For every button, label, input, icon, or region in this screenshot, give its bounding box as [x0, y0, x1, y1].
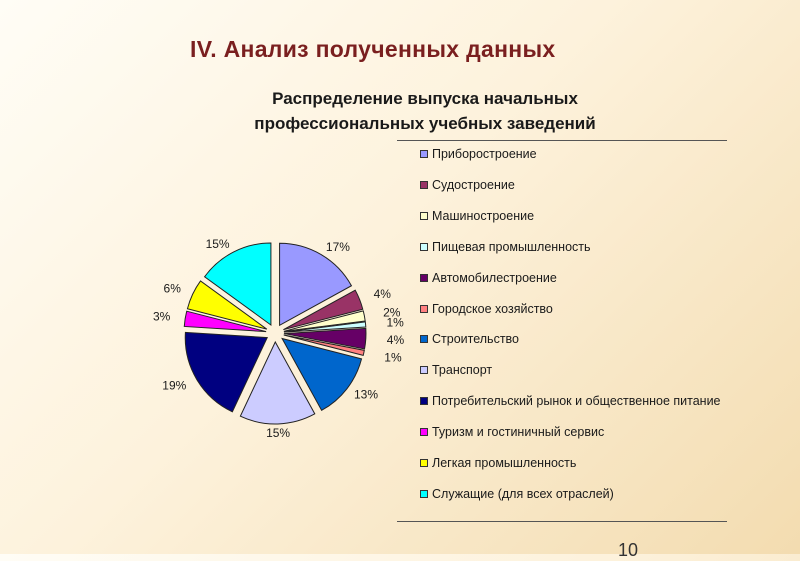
legend-label: Автомобилестроение: [432, 270, 557, 285]
legend-item: Строительство: [420, 332, 721, 347]
legend-label: Потребительский рынок и общественное пит…: [432, 394, 721, 409]
pie-slice: [283, 334, 365, 356]
pie-slice-label: 2%: [383, 305, 401, 319]
pie-slice-label: 15%: [206, 237, 230, 251]
legend-swatch: [420, 180, 428, 189]
slide-title: IV. Анализ полученных данных: [190, 36, 556, 62]
pie-slice: [283, 321, 367, 333]
legend-item: Служащие (для всех отраслей): [420, 486, 721, 501]
pie-slice: [203, 242, 272, 326]
legend-label: Транспорт: [432, 363, 493, 378]
pie-slice: [283, 327, 367, 350]
chart-title: Распределение выпуска начальных професси…: [215, 86, 635, 136]
chart-title-line-2: профессиональных учебных заведений: [254, 114, 596, 133]
pie-slice: [184, 331, 269, 413]
pie-slice-label: 15%: [266, 426, 290, 440]
pie-slice-label: 1%: [387, 316, 405, 330]
legend-item: Городское хозяйство: [420, 301, 721, 316]
legend-swatch: [420, 428, 428, 437]
legend-swatch: [420, 335, 428, 344]
pie-slice-label: 4%: [374, 287, 392, 301]
legend-label: Служащие (для всех отраслей): [432, 486, 614, 501]
legend-item: Приборостроение: [420, 147, 721, 161]
legend-item: Транспорт: [420, 363, 721, 378]
legend-swatch: [420, 489, 428, 498]
legend-swatch: [420, 459, 428, 467]
pie-slice: [281, 337, 363, 412]
pie-slice-label: 19%: [162, 378, 186, 392]
pie-slice-label: 3%: [153, 309, 171, 323]
legend-label: Городское хозяйство: [432, 301, 553, 316]
legend-swatch: [420, 242, 428, 251]
legend-item: Машиностроение: [420, 208, 721, 223]
legend-item: Судостроение: [420, 177, 721, 192]
legend-item: Потребительский рынок и общественное пит…: [420, 394, 721, 409]
pie-slice-label: 6%: [164, 282, 182, 296]
legend-swatch: [420, 397, 428, 406]
pie-slice: [283, 310, 366, 332]
pie-slice-label: 17%: [326, 240, 350, 254]
pie-slice-label: 13%: [354, 387, 378, 401]
pie-slice: [239, 340, 316, 425]
legend-label: Строительство: [432, 332, 519, 347]
pie-slice-label: 1%: [384, 350, 402, 364]
legend-label: Легкая промышленность: [432, 456, 577, 470]
legend-label: Судостроение: [432, 177, 515, 192]
legend-item: Пищевая промышленность: [420, 239, 721, 254]
pie-slice: [183, 310, 267, 333]
legend-item: Туризм и гостиничный сервис: [420, 425, 721, 440]
legend-swatch: [420, 211, 428, 220]
legend-swatch: [420, 273, 428, 282]
pie-slice: [186, 280, 268, 330]
legend-label: Машиностроение: [432, 208, 535, 223]
legend-label: Пищевая промышленность: [432, 239, 591, 254]
pie-slice-label: 4%: [387, 333, 405, 347]
chart-legend: Приборостроение Судостроение Машиностроени…: [397, 140, 727, 522]
pie-slice: [283, 289, 364, 331]
legend-swatch: [420, 366, 428, 375]
page-number: 10: [618, 540, 639, 560]
chart-title-line-1: Распределение выпуска начальных: [272, 89, 578, 108]
legend-item: Легкая промышленность: [420, 456, 721, 470]
pie-slice: [279, 242, 353, 327]
legend-item: Автомобилестроение: [420, 270, 721, 285]
legend-label: Приборостроение: [432, 147, 537, 161]
legend-swatch: [420, 304, 428, 313]
legend-label: Туризм и гостиничный сервис: [432, 425, 605, 440]
legend-swatch: [420, 150, 428, 158]
